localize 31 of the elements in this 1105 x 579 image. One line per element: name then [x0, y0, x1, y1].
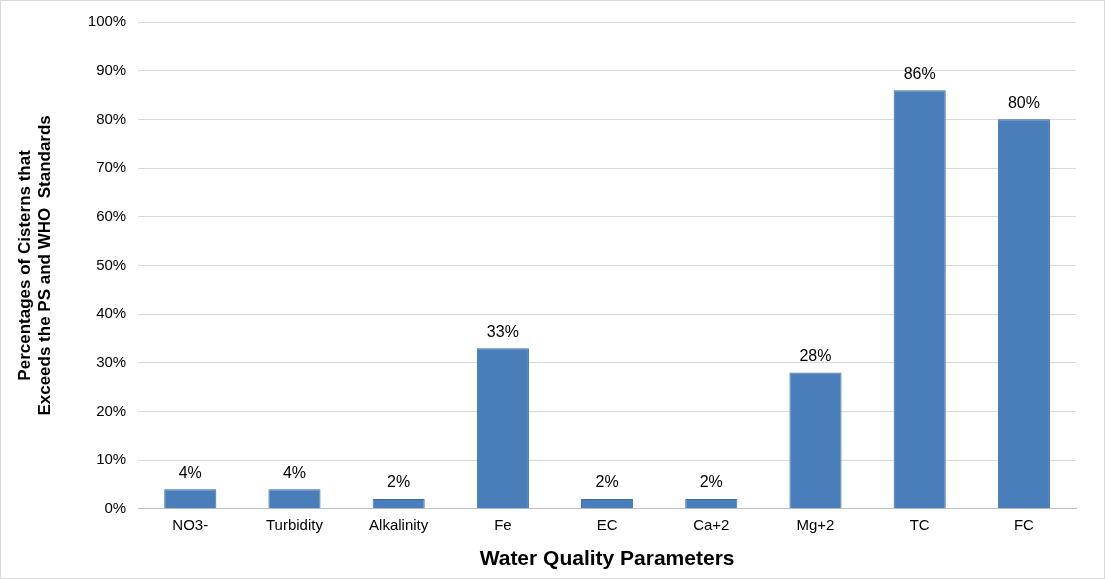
- x-tick-label: Mg+2: [796, 515, 835, 533]
- y-tick-label: 20%: [96, 401, 127, 419]
- x-tick-label: Turbidity: [265, 515, 324, 533]
- data-label: 33%: [486, 322, 519, 340]
- data-label: 2%: [699, 473, 723, 491]
- y-tick-label: 70%: [96, 158, 127, 176]
- x-tick-label: TC: [909, 515, 930, 533]
- y-tick-label: 80%: [96, 109, 127, 127]
- data-label: 28%: [799, 346, 832, 364]
- data-label: 2%: [387, 473, 411, 491]
- y-tick-label: 40%: [96, 304, 127, 322]
- x-tick-label: Ca+2: [693, 515, 730, 533]
- y-tick-label: 90%: [96, 60, 127, 78]
- data-label: 2%: [595, 473, 619, 491]
- x-tick-label: NO3-: [172, 515, 209, 533]
- data-label: 4%: [282, 463, 307, 481]
- x-tick-label: Fe: [494, 515, 512, 533]
- y-tick-label: 50%: [96, 255, 127, 273]
- data-label: 4%: [178, 463, 202, 481]
- y-axis-title: Percentages of Cisterns that Exceeds the PS and WHO Standards: [14, 115, 55, 416]
- data-label: 80%: [1007, 93, 1040, 111]
- x-tick-label: Alkalinity: [369, 515, 429, 533]
- y-tick-label: 0%: [104, 498, 127, 516]
- y-tick-label: 30%: [96, 352, 127, 370]
- x-axis-title: Water Quality Parameters: [479, 546, 735, 570]
- data-label: 86%: [903, 64, 936, 82]
- y-tick-label: 60%: [96, 206, 127, 224]
- y-tick-label: 10%: [96, 450, 127, 468]
- x-tick-label: EC: [596, 515, 618, 533]
- x-tick-label: FC: [1013, 515, 1035, 533]
- y-tick-label: 100%: [87, 12, 127, 30]
